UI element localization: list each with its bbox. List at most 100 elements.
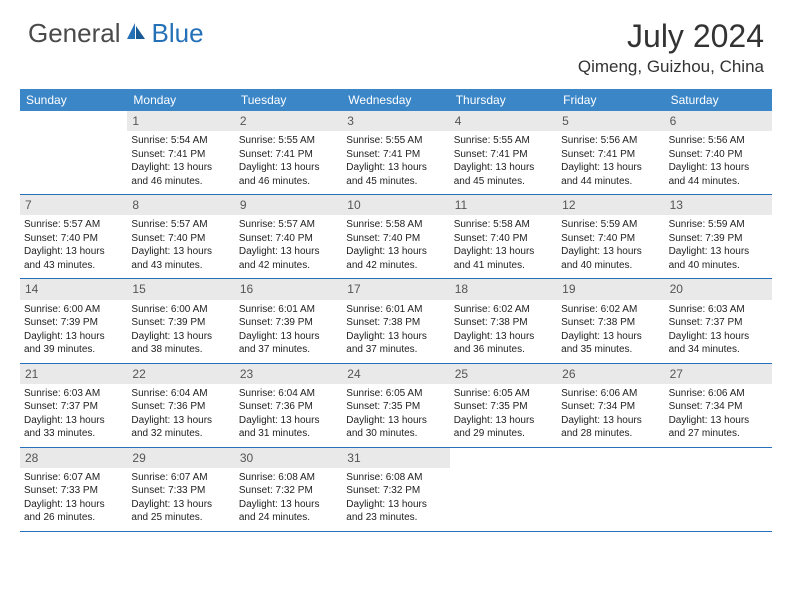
day-cell: 15Sunrise: 6:00 AMSunset: 7:39 PMDayligh… <box>127 279 234 362</box>
sunrise-text: Sunrise: 5:55 AM <box>239 134 338 148</box>
day-cell: 24Sunrise: 6:05 AMSunset: 7:35 PMDayligh… <box>342 364 449 447</box>
sunrise-text: Sunrise: 5:57 AM <box>24 218 123 232</box>
day-number: 2 <box>235 111 342 131</box>
day-number: 3 <box>342 111 449 131</box>
daylight-text: Daylight: 13 hours and 26 minutes. <box>24 498 123 525</box>
day-number: 11 <box>450 195 557 215</box>
daylight-text: Daylight: 13 hours and 44 minutes. <box>561 161 660 188</box>
sunrise-text: Sunrise: 5:59 AM <box>561 218 660 232</box>
sunrise-text: Sunrise: 5:57 AM <box>131 218 230 232</box>
weekday-label: Sunday <box>20 89 127 111</box>
day-cell: . <box>665 448 772 531</box>
daylight-text: Daylight: 13 hours and 43 minutes. <box>131 245 230 272</box>
daylight-text: Daylight: 13 hours and 32 minutes. <box>131 414 230 441</box>
sunrise-text: Sunrise: 5:56 AM <box>561 134 660 148</box>
day-number: 30 <box>235 448 342 468</box>
sunset-text: Sunset: 7:32 PM <box>239 484 338 498</box>
sunrise-text: Sunrise: 5:54 AM <box>131 134 230 148</box>
daylight-text: Daylight: 13 hours and 27 minutes. <box>669 414 768 441</box>
weekday-label: Wednesday <box>342 89 449 111</box>
day-number: 27 <box>665 364 772 384</box>
sunset-text: Sunset: 7:39 PM <box>669 232 768 246</box>
daylight-text: Daylight: 13 hours and 25 minutes. <box>131 498 230 525</box>
week-row: 14 Sunrise: 6:00 AMSunset: 7:39 PM Dayligh… <box>20 279 772 363</box>
sunrise-text: Sunrise: 6:01 AM <box>239 303 338 317</box>
day-cell: 13 Sunrise: 5:59 AMSunset: 7:39 PMDayligh… <box>665 195 772 278</box>
sunrise-text: Sunrise: 6:07 AM <box>24 471 123 485</box>
sunrise-text: Sunrise: 5:57 AM <box>239 218 338 232</box>
daylight-text: Daylight: 13 hours and 29 minutes. <box>454 414 553 441</box>
day-number: 14 <box>20 279 127 299</box>
day-cell: 6Sunrise: 5:56 AMSunset: 7:40 PMDaylight… <box>665 111 772 194</box>
day-number: 16 <box>235 279 342 299</box>
day-number: 13 <box>665 195 772 215</box>
week-row: 28Sunrise: 6:07 AMSunset: 7:33 PMDayligh… <box>20 448 772 532</box>
sunrise-text: Sunrise: 6:02 AM <box>561 303 660 317</box>
sunrise-text: Sunrise: 6:05 AM <box>346 387 445 401</box>
sunrise-text: Sunrise: 5:58 AM <box>346 218 445 232</box>
sunset-text: Sunset: 7:40 PM <box>24 232 123 246</box>
daylight-text: Daylight: 13 hours and 36 minutes. <box>454 330 553 357</box>
day-number: 15 <box>127 279 234 299</box>
day-number: 1 <box>127 111 234 131</box>
day-cell: 16Sunrise: 6:01 AMSunset: 7:39 PMDayligh… <box>235 279 342 362</box>
daylight-text: Daylight: 13 hours and 34 minutes. <box>669 330 768 357</box>
sunset-text: Sunset: 7:40 PM <box>239 232 338 246</box>
daylight-text: Daylight: 13 hours and 40 minutes. <box>561 245 660 272</box>
sunset-text: Sunset: 7:38 PM <box>454 316 553 330</box>
sunset-text: Sunset: 7:36 PM <box>131 400 230 414</box>
day-number: 18 <box>450 279 557 299</box>
day-number: 26 <box>557 364 664 384</box>
day-number: 12 <box>557 195 664 215</box>
day-number: 4 <box>450 111 557 131</box>
day-cell: 10Sunrise: 5:58 AMSunset: 7:40 PMDayligh… <box>342 195 449 278</box>
sunset-text: Sunset: 7:40 PM <box>346 232 445 246</box>
day-cell: 29Sunrise: 6:07 AMSunset: 7:33 PMDayligh… <box>127 448 234 531</box>
sunset-text: Sunset: 7:40 PM <box>669 148 768 162</box>
day-cell: 22Sunrise: 6:04 AMSunset: 7:36 PMDayligh… <box>127 364 234 447</box>
sunset-text: Sunset: 7:40 PM <box>131 232 230 246</box>
day-number: 19 <box>557 279 664 299</box>
weekday-label: Saturday <box>665 89 772 111</box>
sunrise-text: Sunrise: 6:08 AM <box>346 471 445 485</box>
day-number: 8 <box>127 195 234 215</box>
day-cell: 23Sunrise: 6:04 AMSunset: 7:36 PMDayligh… <box>235 364 342 447</box>
day-cell: . <box>450 448 557 531</box>
sunset-text: Sunset: 7:41 PM <box>561 148 660 162</box>
daylight-text: Daylight: 13 hours and 40 minutes. <box>669 245 768 272</box>
day-number: 23 <box>235 364 342 384</box>
day-cell: 21Sunrise: 6:03 AMSunset: 7:37 PMDayligh… <box>20 364 127 447</box>
sunset-text: Sunset: 7:40 PM <box>454 232 553 246</box>
week-row: 7Sunrise: 5:57 AMSunset: 7:40 PMDaylight… <box>20 195 772 279</box>
sunset-text: Sunset: 7:37 PM <box>24 400 123 414</box>
day-cell: 17Sunrise: 6:01 AMSunset: 7:38 PMDayligh… <box>342 279 449 362</box>
month-title: July 2024 <box>578 18 764 55</box>
day-number: 29 <box>127 448 234 468</box>
daylight-text: Daylight: 13 hours and 33 minutes. <box>24 414 123 441</box>
sunrise-text: Sunrise: 6:06 AM <box>561 387 660 401</box>
logo-text-blue: Blue <box>152 18 204 49</box>
daylight-text: Daylight: 13 hours and 45 minutes. <box>454 161 553 188</box>
day-cell: 19Sunrise: 6:02 AMSunset: 7:38 PMDayligh… <box>557 279 664 362</box>
day-cell: 3Sunrise: 5:55 AMSunset: 7:41 PMDaylight… <box>342 111 449 194</box>
sunrise-text: Sunrise: 6:00 AM <box>131 303 230 317</box>
sunrise-text: Sunrise: 6:02 AM <box>454 303 553 317</box>
day-cell: 8 Sunrise: 5:57 AMSunset: 7:40 PMDaylight… <box>127 195 234 278</box>
sunrise-text: Sunrise: 6:04 AM <box>131 387 230 401</box>
sunset-text: Sunset: 7:33 PM <box>131 484 230 498</box>
week-row: 21Sunrise: 6:03 AMSunset: 7:37 PMDayligh… <box>20 364 772 448</box>
sunset-text: Sunset: 7:40 PM <box>561 232 660 246</box>
day-cell: 25Sunrise: 6:05 AMSunset: 7:35 PMDayligh… <box>450 364 557 447</box>
day-number: 6 <box>665 111 772 131</box>
sunrise-text: Sunrise: 5:59 AM <box>669 218 768 232</box>
sunrise-text: Sunrise: 6:03 AM <box>24 387 123 401</box>
sunrise-text: Sunrise: 6:03 AM <box>669 303 768 317</box>
sunset-text: Sunset: 7:34 PM <box>669 400 768 414</box>
sunset-text: Sunset: 7:39 PM <box>131 316 230 330</box>
day-cell: 11Sunrise: 5:58 AMSunset: 7:40 PMDayligh… <box>450 195 557 278</box>
calendar: SundayMondayTuesdayWednesdayThursdayFrid… <box>20 89 772 532</box>
sunrise-text: Sunrise: 5:55 AM <box>346 134 445 148</box>
sunset-text: Sunset: 7:38 PM <box>561 316 660 330</box>
sunset-text: Sunset: 7:37 PM <box>669 316 768 330</box>
title-block: July 2024 Qimeng, Guizhou, China <box>578 18 764 77</box>
